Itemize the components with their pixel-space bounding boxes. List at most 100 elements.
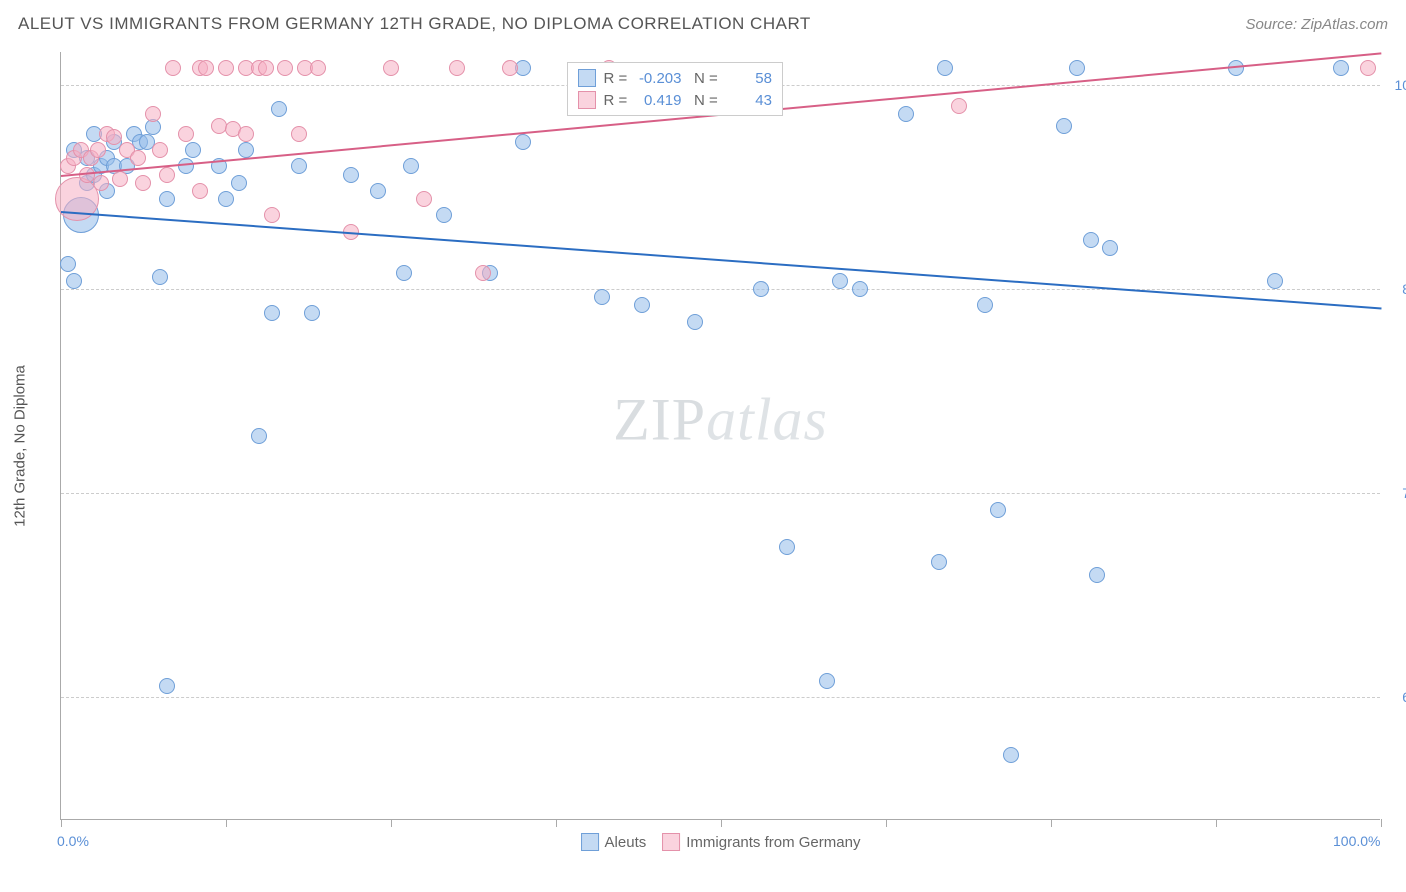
plot-area: ZIPatlas 62.5%75.0%87.5%100.0%0.0%100.0%… [60,52,1380,820]
stats-text: R = -0.203 N = 58 [604,70,772,87]
x-tick [721,819,722,827]
data-point [1069,60,1085,76]
data-point [832,273,848,289]
data-point [231,175,247,191]
watermark-atlas: atlas [706,387,828,453]
x-tick [1216,819,1217,827]
data-point [159,167,175,183]
data-point [304,305,320,321]
data-point [152,142,168,158]
x-tick [226,819,227,827]
data-point [145,106,161,122]
watermark: ZIPatlas [613,386,828,455]
data-point [502,60,518,76]
data-point [416,191,432,207]
stats-text: R = 0.419 N = 43 [604,92,772,109]
data-point [291,126,307,142]
data-point [159,191,175,207]
data-point [383,60,399,76]
data-point [937,60,953,76]
gridline [61,289,1380,290]
data-point [1267,273,1283,289]
data-point [198,60,214,76]
data-point [753,281,769,297]
data-point [436,207,452,223]
data-point [291,158,307,174]
data-point [898,106,914,122]
watermark-zip: ZIP [613,387,706,453]
data-point [218,191,234,207]
legend-label: Aleuts [605,834,647,851]
data-point [251,428,267,444]
data-point [449,60,465,76]
data-point [951,98,967,114]
data-point [152,269,168,285]
data-point [106,129,122,145]
chart-header: ALEUT VS IMMIGRANTS FROM GERMANY 12TH GR… [0,0,1406,48]
legend-swatch [578,69,596,87]
data-point [977,297,993,313]
data-point [1003,747,1019,763]
x-tick [556,819,557,827]
data-point [852,281,868,297]
data-point [130,150,146,166]
stats-row: R = 0.419 N = 43 [578,89,772,111]
chart-source: Source: ZipAtlas.com [1245,16,1388,33]
trend-line [61,211,1381,309]
data-point [1333,60,1349,76]
y-tick-label: 75.0% [1386,485,1406,501]
data-point [990,502,1006,518]
data-point [218,60,234,76]
legend-swatch [662,833,680,851]
stats-legend: R = -0.203 N = 58 R = 0.419 N = 43 [567,62,783,116]
data-point [475,265,491,281]
data-point [238,142,254,158]
data-point [634,297,650,313]
data-point [931,554,947,570]
data-point [264,207,280,223]
data-point [271,101,287,117]
data-point [1089,567,1105,583]
data-point [819,673,835,689]
data-point [403,158,419,174]
bottom-legend: Aleuts Immigrants from Germany [581,833,861,851]
data-point [178,126,194,142]
data-point [90,142,106,158]
data-point [159,678,175,694]
data-point [238,126,254,142]
data-point [343,167,359,183]
data-point [178,158,194,174]
data-point [135,175,151,191]
chart-title: ALEUT VS IMMIGRANTS FROM GERMANY 12TH GR… [18,14,811,34]
data-point [112,171,128,187]
data-point [370,183,386,199]
y-axis-title: 12th Grade, No Diploma [12,365,29,527]
data-point [258,60,274,76]
x-tick [886,819,887,827]
y-tick-label: 62.5% [1386,689,1406,705]
y-tick-label: 87.5% [1386,281,1406,297]
legend-item: Immigrants from Germany [662,833,860,851]
data-point [396,265,412,281]
data-point [687,314,703,330]
stats-row: R = -0.203 N = 58 [578,67,772,89]
legend-label: Immigrants from Germany [686,834,860,851]
x-tick-label: 100.0% [1333,833,1380,849]
legend-item: Aleuts [581,833,647,851]
data-point [264,305,280,321]
data-point [594,289,610,305]
legend-swatch [581,833,599,851]
gridline [61,493,1380,494]
data-point [1360,60,1376,76]
data-point [1083,232,1099,248]
data-point [165,60,181,76]
data-point [277,60,293,76]
legend-swatch [578,91,596,109]
data-point [779,539,795,555]
y-tick-label: 100.0% [1386,77,1406,93]
x-tick [1381,819,1382,827]
x-tick [1051,819,1052,827]
x-tick [61,819,62,827]
data-point [185,142,201,158]
data-point [515,134,531,150]
